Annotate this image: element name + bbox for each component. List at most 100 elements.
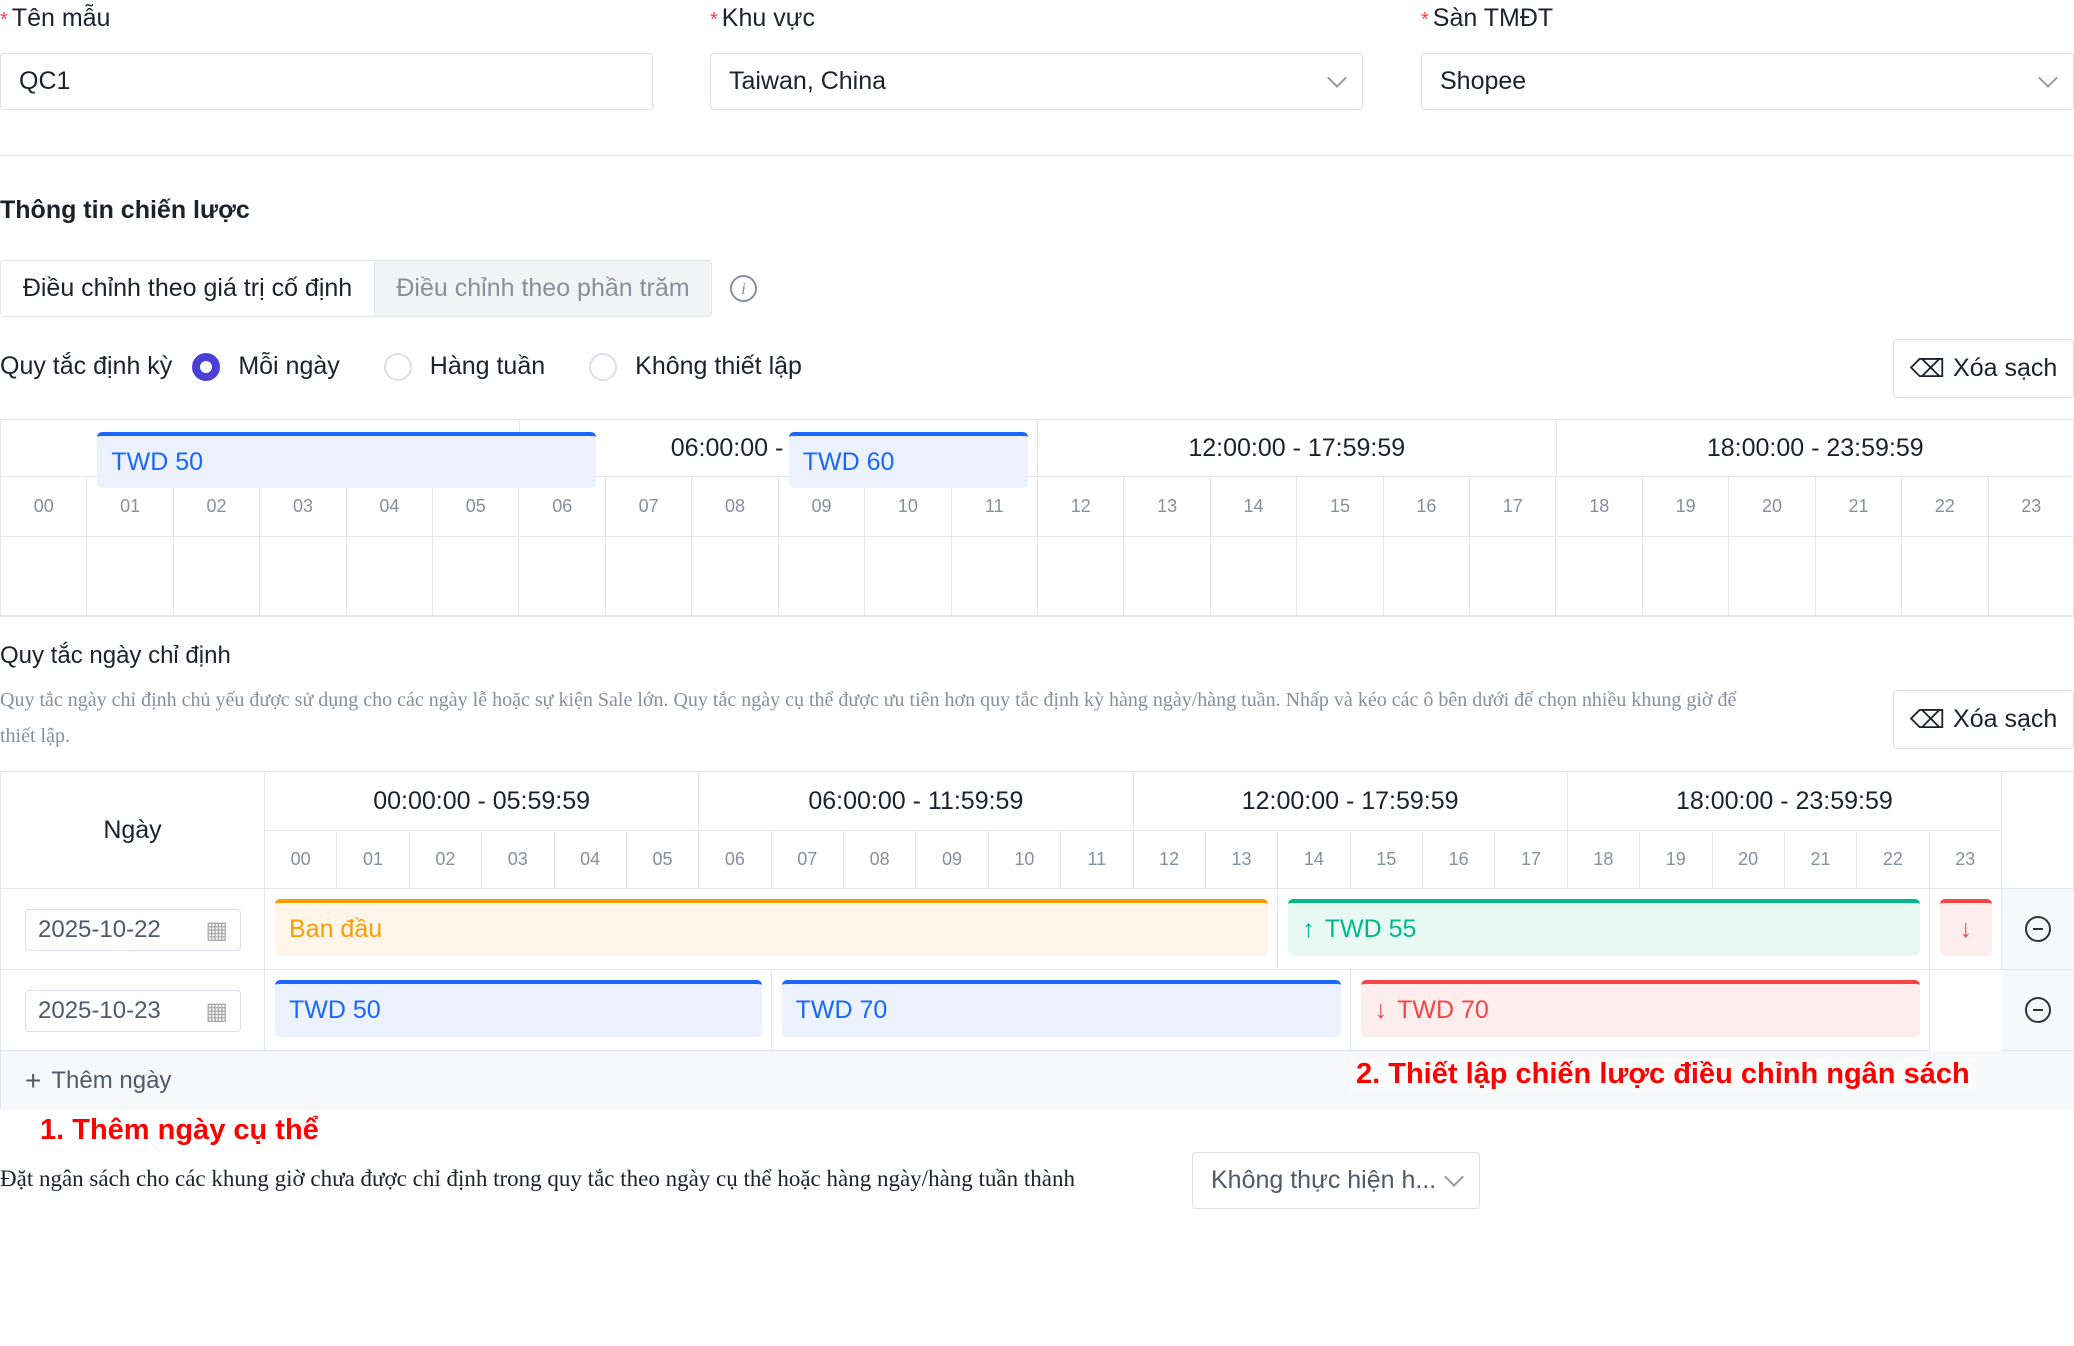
hour-cell[interactable] [1815,537,1903,617]
remove-day-icon[interactable] [2025,916,2051,942]
hour-header: 05 [626,831,700,889]
period-header: 06:00:00 - 11:59:59 [699,772,1134,831]
arrow-down-icon: ↓ [1374,996,1388,1024]
hour-header: 18 [1567,831,1641,889]
hour-header: 07 [605,477,693,537]
date-cell [1,889,265,970]
region-select[interactable]: Taiwan, China [710,53,1363,110]
hour-header: 20 [1712,831,1785,889]
annotation-add-day: 1. Thêm ngày cụ thể [40,1114,319,1146]
hour-header: 19 [1642,477,1730,537]
date-cell [1,970,265,1051]
hour-header: 10 [865,477,952,537]
hour-cell[interactable] [346,537,434,617]
hour-cell[interactable] [1,537,88,617]
budget-block[interactable]: TWD 60 [788,432,1028,488]
hour-header: 19 [1640,831,1713,889]
hour-cell[interactable] [1124,537,1211,617]
hour-cell[interactable] [1729,537,1816,617]
hour-header: 01 [337,831,410,889]
platform-select[interactable]: Shopee [1421,53,2074,110]
hour-cell[interactable] [865,537,952,617]
bar-label: TWD 70 [795,996,888,1024]
period-header: 18:00:00 - 23:59:59 [1556,420,2074,477]
hour-cell[interactable] [260,537,347,617]
hour-cell[interactable] [1642,537,1730,617]
hour-header: 23 [1988,477,2074,537]
radio-weekly[interactable]: Hàng tuần [383,352,545,381]
hour-range-cell[interactable] [1350,970,1930,1051]
budget-block[interactable]: Ban đầu [275,899,1269,956]
arrow-down-icon: ↓ [1959,915,1973,943]
tab-percentage[interactable]: Điều chỉnh theo phần trăm [374,260,712,317]
calendar-icon: ▦ [205,997,228,1025]
hour-cell[interactable] [692,537,779,617]
hour-range-cell[interactable] [265,889,1279,970]
action-header [2002,772,2074,889]
tab-fixed-value[interactable]: Điều chỉnh theo giá trị cố định [0,260,375,317]
hour-header: 20 [1729,477,1816,537]
hour-header: 15 [1297,477,1384,537]
calendar-icon: ▦ [205,916,228,944]
hour-header: 09 [916,831,989,889]
fallback-select[interactable]: Không thực hiện h... [1192,1152,1480,1209]
hour-cell[interactable] [1902,537,1989,617]
hour-header: 18 [1556,477,1643,537]
hour-cell[interactable] [1556,537,1643,617]
specific-schedule-grid[interactable]: Ngày 00:00:00 - 05:59:59 06:00:00 - 11:59:… [0,771,2074,1110]
budget-block[interactable]: ↓ TWD 70 [1360,980,1920,1037]
period-header: 12:00:00 - 17:59:59 [1038,420,1557,477]
chevron-down-icon [1327,67,1347,88]
budget-block[interactable]: TWD 70 [781,980,1341,1037]
hour-cell[interactable] [951,537,1038,617]
hour-cell[interactable] [778,537,866,617]
date-picker[interactable]: 2025-10-22 ▦ [25,909,241,951]
hour-cell[interactable] [87,537,174,617]
hour-cell[interactable] [1988,537,2074,617]
hour-cell[interactable] [1210,537,1298,617]
hour-cell[interactable] [1038,537,1125,617]
eraser-icon: ⌫ [1909,354,1946,383]
hour-header: 07 [771,831,844,889]
remove-day-icon[interactable] [2025,997,2051,1023]
hour-cell[interactable] [1470,537,1557,617]
budget-block[interactable]: ↓ [1939,899,1992,956]
hour-range-cell[interactable] [265,970,772,1051]
hour-cell[interactable] [173,537,261,617]
hour-cell[interactable] [1297,537,1384,617]
budget-block[interactable]: TWD 50 [97,432,596,488]
bar-label: TWD 60 [802,447,895,476]
hour-header: 06 [519,477,606,537]
hour-range-cell[interactable] [1929,889,2002,970]
clear-periodic-button[interactable]: ⌫ Xóa sạch [1893,339,2074,398]
hour-header: 14 [1278,831,1351,889]
hour-header: 13 [1205,831,1279,889]
eraser-icon: ⌫ [1909,705,1946,734]
clear-specific-button[interactable]: ⌫ Xóa sạch [1893,690,2074,749]
hour-cell[interactable] [433,537,520,617]
bar-label: TWD 55 [1324,915,1417,943]
budget-block[interactable]: ↑ TWD 55 [1288,899,1920,956]
hour-cell[interactable] [519,537,606,617]
hour-header: 09 [778,477,866,537]
info-icon[interactable]: i [730,275,757,302]
chevron-down-icon [1444,1166,1464,1187]
name-input[interactable]: QC1 [0,53,653,110]
hour-header: 06 [699,831,772,889]
budget-block[interactable]: TWD 50 [275,980,762,1037]
name-label: * Tên mẫu [0,4,111,32]
hour-range-cell[interactable] [771,970,1351,1051]
radio-none[interactable]: Không thiết lập [589,352,802,381]
chevron-down-icon [2038,67,2058,88]
platform-label: * Sàn TMĐT [1421,4,1554,32]
hour-header: 10 [988,831,1062,889]
hour-header: 08 [692,477,779,537]
hour-header: 04 [346,477,434,537]
hour-cell[interactable] [1383,537,1471,617]
hour-header: 01 [87,477,174,537]
hour-range-cell[interactable] [1278,889,1930,970]
hour-cell[interactable] [605,537,693,617]
date-picker[interactable]: 2025-10-23 ▦ [25,990,241,1032]
radio-daily[interactable]: Mỗi ngày [192,352,340,381]
